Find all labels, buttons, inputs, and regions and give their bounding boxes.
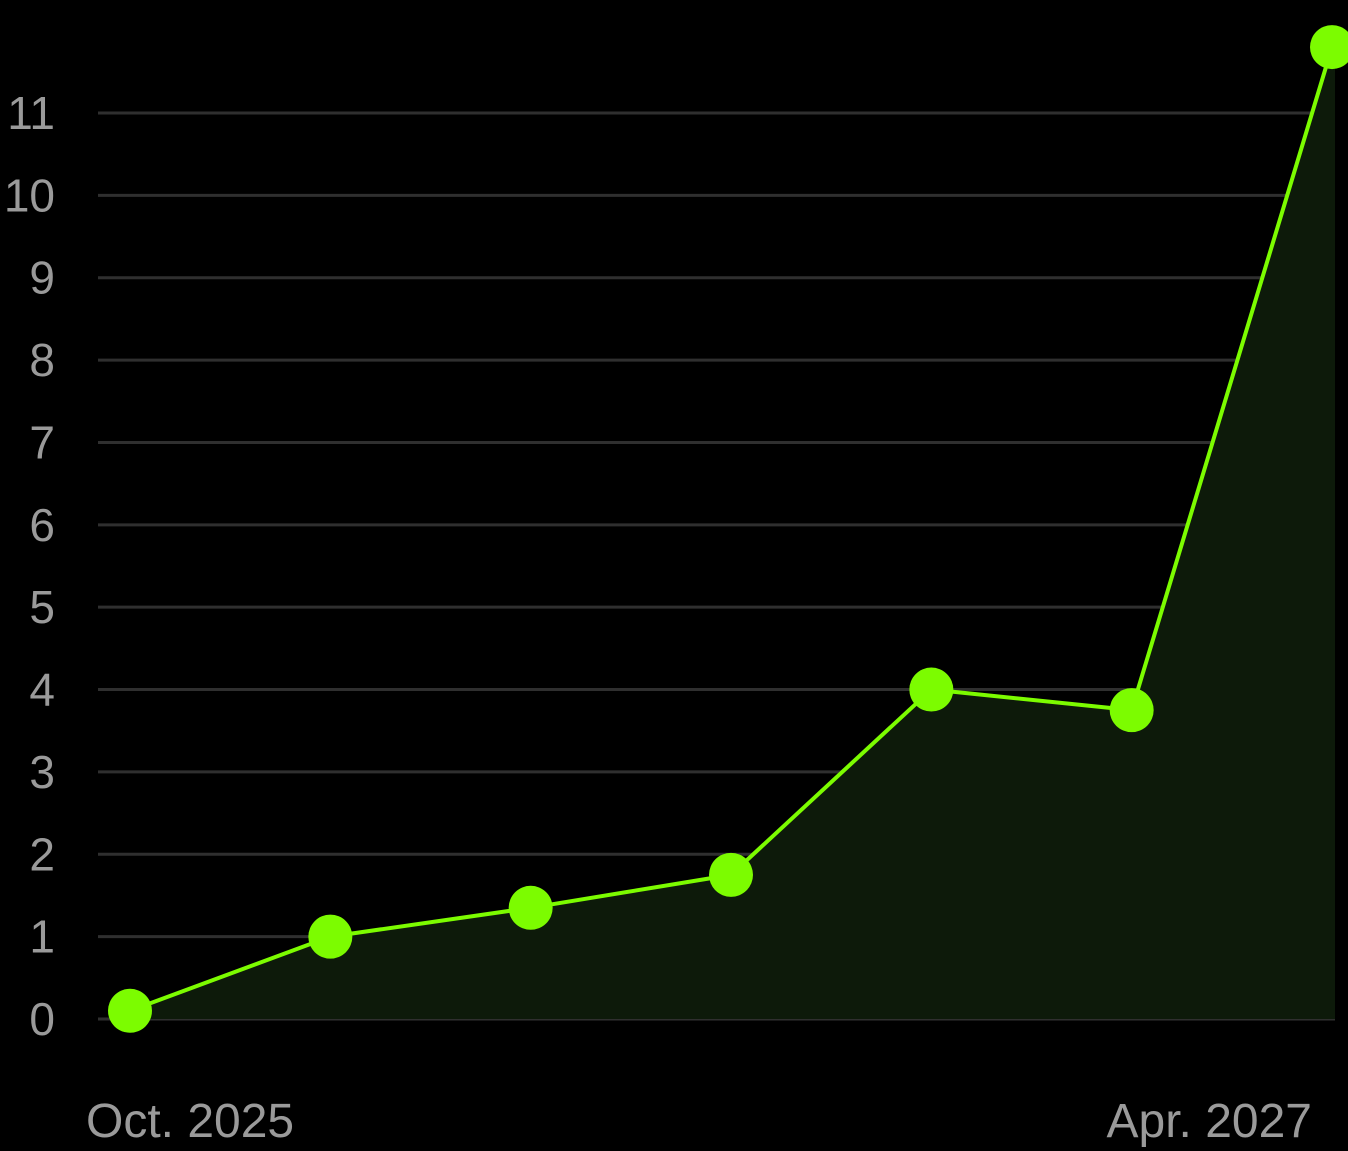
data-point-2027-04[interactable] [1310,25,1348,70]
y-tick-label: 11 [7,87,55,139]
x-axis-ticks: Oct. 2025 Apr. 2027 [86,1095,1312,1148]
y-tick-label: 10 [4,169,55,221]
y-tick-label: 4 [29,664,55,716]
data-point-2025-10[interactable] [108,988,152,1033]
area-fill-layer [130,47,1335,1020]
data-points [108,25,1348,1033]
y-tick-label: 3 [29,746,55,798]
y-tick-label: 2 [29,828,55,880]
y-tick-label: 8 [29,334,55,386]
y-tick-label: 1 [29,911,55,963]
y-axis-ticks: 0 1 2 3 4 5 6 7 8 9 10 11 [4,87,55,1045]
data-point-2027-01[interactable] [1109,688,1154,733]
data-point-2026-01[interactable] [308,914,353,959]
data-point-2026-04[interactable] [508,885,553,930]
x-tick-label: Oct. 2025 [86,1095,294,1148]
x-tick-label: Apr. 2027 [1107,1095,1313,1148]
data-point-2026-10[interactable] [909,667,954,712]
data-point-2026-07[interactable] [709,852,753,897]
y-tick-label: 9 [29,252,55,304]
series-area [130,47,1335,1020]
y-tick-label: 5 [29,581,55,633]
y-tick-label: 6 [29,499,55,551]
y-tick-label: 7 [29,416,55,468]
y-tick-label: 0 [29,993,55,1045]
